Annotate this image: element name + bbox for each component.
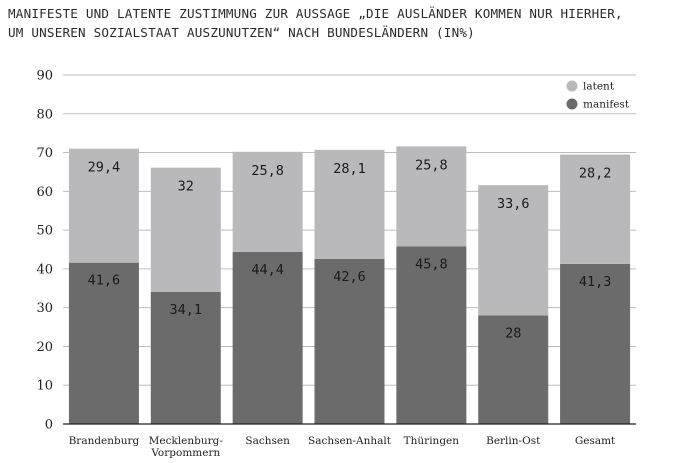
bar-manifest: [314, 258, 385, 424]
chart-title-line-1: MANIFESTE UND LATENTE ZUSTIMMUNG ZUR AUS…: [8, 6, 623, 21]
value-label-manifest: 45,8: [415, 256, 448, 272]
legend-swatch-manifest: [566, 98, 578, 110]
value-label-latent: 33,6: [497, 196, 530, 212]
x-category-label: Berlin-Ost: [486, 435, 541, 447]
y-tick-label: 90: [36, 69, 53, 84]
bars: 41,6 29,4 34,1 32 44,4 25,8 42,6 28,1 45,8 25,8 28…: [68, 146, 631, 424]
y-tick-label: 70: [36, 146, 53, 161]
bar-manifest: [396, 246, 467, 424]
value-label-latent: 28,1: [333, 161, 366, 177]
x-category-label: Sachsen: [245, 435, 290, 447]
x-category-label: Vorpommern: [150, 447, 220, 459]
legend-label-manifest: manifest: [583, 99, 630, 111]
y-tick-label: 60: [36, 185, 53, 200]
legend-label-latent: latent: [583, 81, 615, 93]
bar-latent: [314, 149, 385, 259]
bar-latent: [68, 148, 139, 263]
chart-title: MANIFESTE UND LATENTE ZUSTIMMUNG ZUR AUS…: [8, 4, 684, 42]
y-tick-label: 30: [36, 301, 53, 316]
bar-manifest: [560, 263, 631, 424]
value-label-latent: 28,2: [579, 165, 612, 181]
bar-latent: [478, 185, 549, 316]
axes: 0 10 20 30 40 50 60 70 80 90 Brandenburg Mecklenbur…: [36, 69, 636, 459]
y-tick-label: 0: [45, 418, 53, 433]
value-label-manifest: 34,1: [170, 302, 203, 318]
bar-manifest: [478, 315, 549, 424]
y-tick-label: 40: [36, 262, 53, 277]
value-label-manifest: 28: [505, 325, 521, 341]
bar-latent: [560, 154, 631, 264]
x-category-label: Brandenburg: [69, 435, 140, 447]
chart-title-line-2: UM UNSEREN SOZIALSTAAT AUSZUNUTZEN“ NACH…: [8, 25, 475, 40]
bar-manifest: [232, 251, 303, 424]
x-category-label: Thüringen: [404, 435, 460, 447]
value-label-latent: 32: [178, 179, 194, 195]
bar-latent: [232, 151, 303, 252]
value-label-manifest: 42,6: [333, 269, 366, 285]
value-label-latent: 25,8: [251, 163, 284, 179]
x-category-label: Mecklenburg-: [149, 435, 224, 447]
bar-latent: [150, 167, 221, 292]
value-label-manifest: 41,3: [579, 274, 612, 290]
y-tick-label: 10: [36, 379, 53, 394]
bar-manifest: [150, 291, 221, 424]
y-tick-label: 50: [36, 224, 53, 239]
legend-swatch-latent: [566, 80, 578, 92]
value-label-manifest: 44,4: [251, 262, 284, 278]
y-tick-label: 80: [36, 107, 53, 122]
bar-manifest: [68, 262, 139, 424]
value-label-manifest: 41,6: [88, 273, 121, 289]
legend: latent manifest: [566, 80, 630, 111]
bar-latent: [396, 146, 467, 247]
value-label-latent: 29,4: [88, 160, 121, 176]
value-label-latent: 25,8: [415, 157, 448, 173]
x-category-label: Sachsen-Anhalt: [308, 435, 392, 447]
x-category-label: Gesamt: [575, 435, 616, 447]
y-tick-label: 20: [36, 340, 53, 355]
